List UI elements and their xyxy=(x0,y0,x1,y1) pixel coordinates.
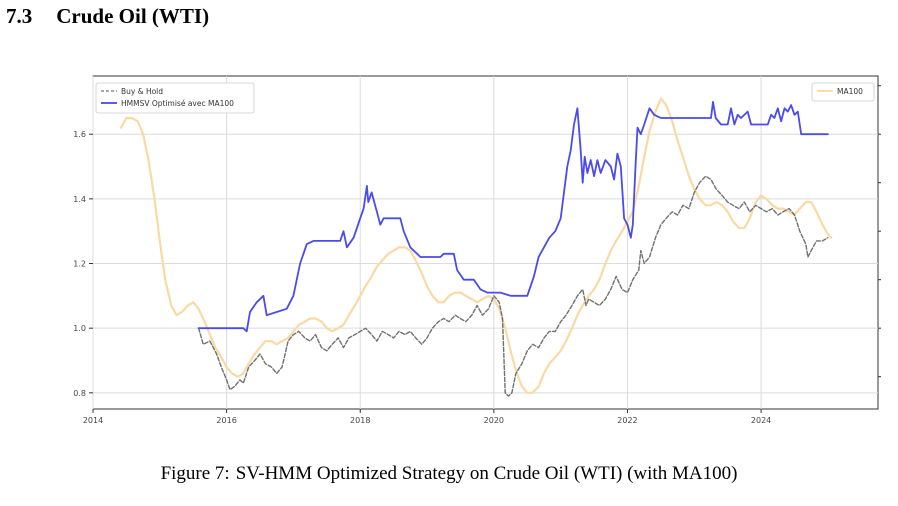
caption-label: Figure 7: xyxy=(160,463,230,484)
y-tick-label: 1.0 xyxy=(73,324,86,333)
legend-left: Buy & Hold HMMSV Optimisé avec MA100 xyxy=(95,82,255,114)
series-line-hmmsv-optimis-avec-ma100 xyxy=(197,101,829,333)
plot-frame xyxy=(92,75,879,410)
series-layer xyxy=(120,97,833,397)
figure-caption: Figure 7: SV-HMM Optimized Strategy on Cr… xyxy=(0,463,898,485)
y-tick-label: 1.2 xyxy=(73,260,86,269)
y-tick-label: 1.6 xyxy=(73,130,86,139)
gridlines xyxy=(92,76,878,409)
legend-label: Buy & Hold xyxy=(121,87,163,96)
legend-label: MA100 xyxy=(837,87,863,96)
section-number: 7.3 xyxy=(6,4,33,28)
legend-box xyxy=(95,82,255,114)
x-tick-label: 2024 xyxy=(751,416,771,425)
x-tick-label: 2022 xyxy=(617,416,637,425)
legend-label: HMMSV Optimisé avec MA100 xyxy=(121,99,234,108)
legend-right: MA100 xyxy=(811,82,875,102)
x-tick-label: 2014 xyxy=(83,416,103,425)
legend-box xyxy=(811,82,875,102)
x-tick-label: 2020 xyxy=(484,416,504,425)
series-line-buy-hold xyxy=(197,175,829,397)
x-tick-label: 2018 xyxy=(350,416,370,425)
y-tick-label: 1.4 xyxy=(73,195,86,204)
series-line-ma100 xyxy=(120,97,833,394)
y-tick-label: 0.8 xyxy=(73,389,86,398)
caption-text: SV-HMM Optimized Strategy on Crude Oil (… xyxy=(235,463,738,484)
section-heading: 7.3 Crude Oil (WTI) xyxy=(6,4,209,29)
section-title: Crude Oil (WTI) xyxy=(56,4,210,28)
axis-ticks: 2014 2016 2018 2020 2022 2024 0.8 1.0 1.2 1.4 1.6 xyxy=(73,85,881,425)
x-tick-label: 2016 xyxy=(216,416,236,425)
